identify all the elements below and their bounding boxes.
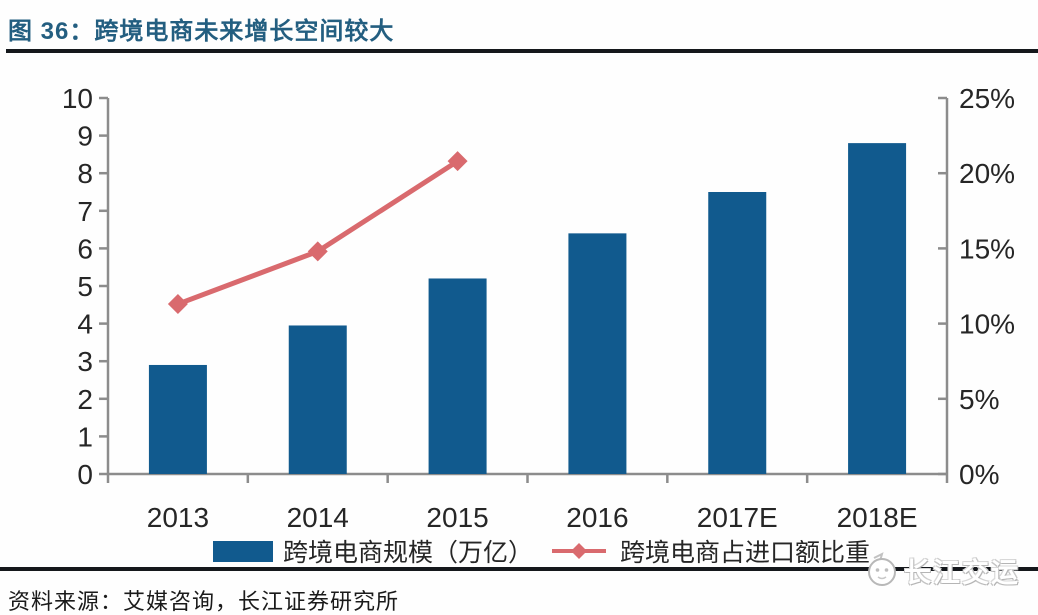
right-axis-tick-label: 5%	[959, 384, 999, 415]
watermark-text: 长江交运	[904, 557, 1020, 588]
right-axis-tick-label: 20%	[959, 158, 1015, 189]
left-axis-tick-label: 5	[77, 271, 93, 302]
combo-chart: 0 1 2 3 4 5 6 7 8 9 10 0% 5% 10% 15% 20% 25% 2013 2014 2015…	[62, 83, 1015, 533]
x-axis-category-label: 2016	[566, 502, 628, 533]
left-axis-tick-label: 1	[77, 421, 93, 452]
bar-2014	[288, 325, 347, 474]
figure-title: 图 36：跨境电商未来增长空间较大	[8, 18, 395, 45]
line-point-2013	[167, 294, 188, 315]
bar-2018E	[848, 143, 907, 474]
left-axis-tick-label: 6	[77, 233, 93, 264]
left-axis-tick-label: 9	[77, 121, 93, 152]
left-axis-tick-label: 2	[77, 384, 93, 415]
right-axis-tick-label: 0%	[959, 459, 999, 490]
left-axis-tick-label: 0	[77, 459, 93, 490]
bar-series-label: 跨境电商规模（万亿）	[283, 539, 534, 567]
left-axis-tick-label: 7	[77, 196, 93, 227]
x-axis-category-label: 2015	[426, 502, 488, 533]
chart-legend: 跨境电商规模（万亿） 跨境电商占进口额比重	[213, 537, 870, 567]
line-point-2014	[307, 241, 328, 262]
bottom-divider	[0, 567, 1038, 571]
left-axis-tick-label: 3	[77, 346, 93, 377]
right-axis-tick-label: 15%	[959, 233, 1015, 264]
left-axis-tick-label: 8	[77, 158, 93, 189]
bar-2015	[428, 278, 487, 474]
source-note: 资料来源：艾媒咨询，长江证券研究所	[8, 589, 400, 614]
x-axis-category-label: 2018E	[837, 502, 918, 533]
bar-2016	[568, 233, 627, 474]
changjiang-watermark: 长江交运	[864, 550, 1020, 590]
left-axis-tick-label: 4	[77, 309, 93, 340]
bar-2017E	[708, 192, 767, 474]
bar-series-swatch	[213, 540, 273, 562]
line-series-path	[177, 159, 459, 307]
right-axis-tick-label: 10%	[959, 309, 1015, 340]
x-axis-category-label: 2013	[147, 502, 209, 533]
changjiang-logo-icon	[868, 552, 896, 586]
line-series-label: 跨境电商占进口额比重	[620, 539, 871, 567]
right-axis-tick-label: 25%	[959, 83, 1015, 114]
bar-2013	[148, 364, 207, 474]
x-axis-category-label: 2014	[287, 502, 349, 533]
line-series-marker	[552, 543, 607, 559]
title-divider	[6, 49, 1038, 53]
x-axis-category-label: 2017E	[697, 502, 778, 533]
left-axis-tick-label: 10	[62, 83, 93, 114]
line-point-2015	[447, 151, 468, 172]
